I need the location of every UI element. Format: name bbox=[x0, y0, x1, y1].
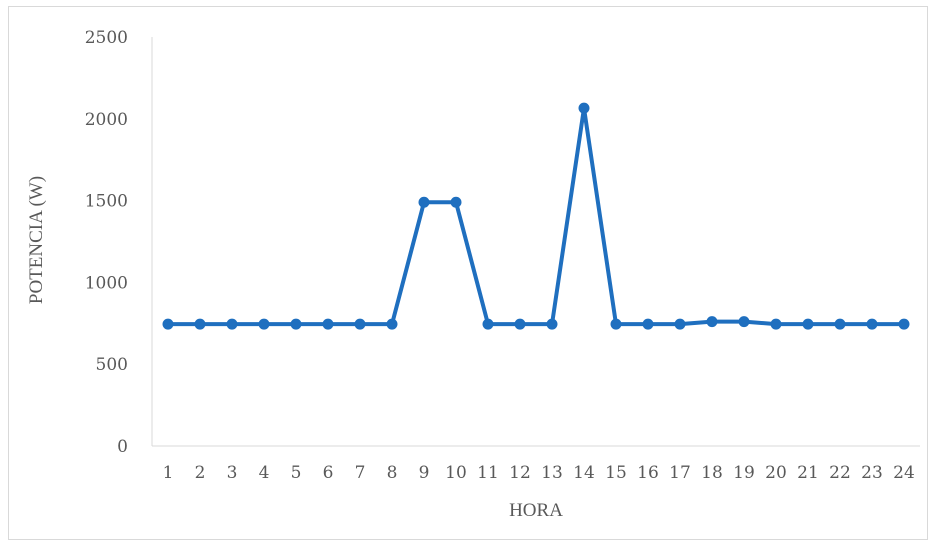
x-tick-label: 21 bbox=[797, 463, 819, 483]
x-tick-label: 24 bbox=[893, 463, 915, 483]
data-point bbox=[579, 103, 589, 113]
x-tick-label: 6 bbox=[323, 463, 334, 483]
data-point bbox=[515, 319, 525, 329]
data-point bbox=[419, 197, 429, 207]
data-point bbox=[707, 317, 717, 327]
data-point bbox=[195, 319, 205, 329]
x-tick-label: 18 bbox=[701, 463, 723, 483]
y-tick-label: 500 bbox=[96, 355, 128, 375]
x-tick-label: 23 bbox=[861, 463, 883, 483]
data-point bbox=[355, 319, 365, 329]
data-point bbox=[259, 319, 269, 329]
data-point bbox=[899, 319, 909, 329]
x-tick-label: 10 bbox=[445, 463, 467, 483]
y-axis-tick-labels: 0 500 1000 1500 2000 2500 bbox=[85, 28, 128, 457]
data-point bbox=[771, 319, 781, 329]
data-point bbox=[323, 319, 333, 329]
data-point bbox=[867, 319, 877, 329]
series-line bbox=[168, 108, 904, 324]
x-tick-label: 11 bbox=[477, 463, 499, 483]
x-tick-label: 22 bbox=[829, 463, 851, 483]
x-tick-label: 16 bbox=[637, 463, 659, 483]
data-point bbox=[291, 319, 301, 329]
series-points bbox=[163, 103, 909, 329]
data-point bbox=[227, 319, 237, 329]
y-tick-label: 2000 bbox=[85, 110, 128, 130]
x-tick-label: 13 bbox=[541, 463, 563, 483]
x-tick-label: 8 bbox=[387, 463, 398, 483]
y-tick-label: 1500 bbox=[85, 192, 128, 212]
x-tick-label: 20 bbox=[765, 463, 787, 483]
x-tick-label: 7 bbox=[355, 463, 366, 483]
x-tick-label: 4 bbox=[259, 463, 270, 483]
y-tick-label: 1000 bbox=[85, 273, 128, 293]
y-tick-label: 2500 bbox=[85, 28, 128, 48]
data-point bbox=[163, 319, 173, 329]
data-point bbox=[611, 319, 621, 329]
y-axis-title: POTENCIA (W) bbox=[26, 176, 47, 304]
data-point bbox=[739, 317, 749, 327]
data-point bbox=[547, 319, 557, 329]
x-tick-label: 14 bbox=[573, 463, 595, 483]
x-tick-label: 17 bbox=[669, 463, 691, 483]
x-tick-label: 3 bbox=[227, 463, 238, 483]
x-tick-label: 12 bbox=[509, 463, 531, 483]
y-tick-label: 0 bbox=[117, 437, 128, 457]
x-tick-label: 15 bbox=[605, 463, 627, 483]
x-axis-title: HORA bbox=[509, 500, 563, 521]
x-tick-label: 1 bbox=[163, 463, 174, 483]
x-axis-tick-labels: 1 2 3 4 5 6 7 8 9 10 11 12 13 14 15 16 17 18 19 20 21 22 23 24 bbox=[163, 463, 915, 483]
data-point bbox=[835, 319, 845, 329]
data-point bbox=[483, 319, 493, 329]
x-tick-label: 5 bbox=[291, 463, 302, 483]
x-tick-label: 2 bbox=[195, 463, 206, 483]
data-point bbox=[675, 319, 685, 329]
x-tick-label: 19 bbox=[733, 463, 755, 483]
data-point bbox=[803, 319, 813, 329]
x-tick-label: 9 bbox=[419, 463, 430, 483]
data-point bbox=[387, 319, 397, 329]
data-point bbox=[451, 197, 461, 207]
data-point bbox=[643, 319, 653, 329]
